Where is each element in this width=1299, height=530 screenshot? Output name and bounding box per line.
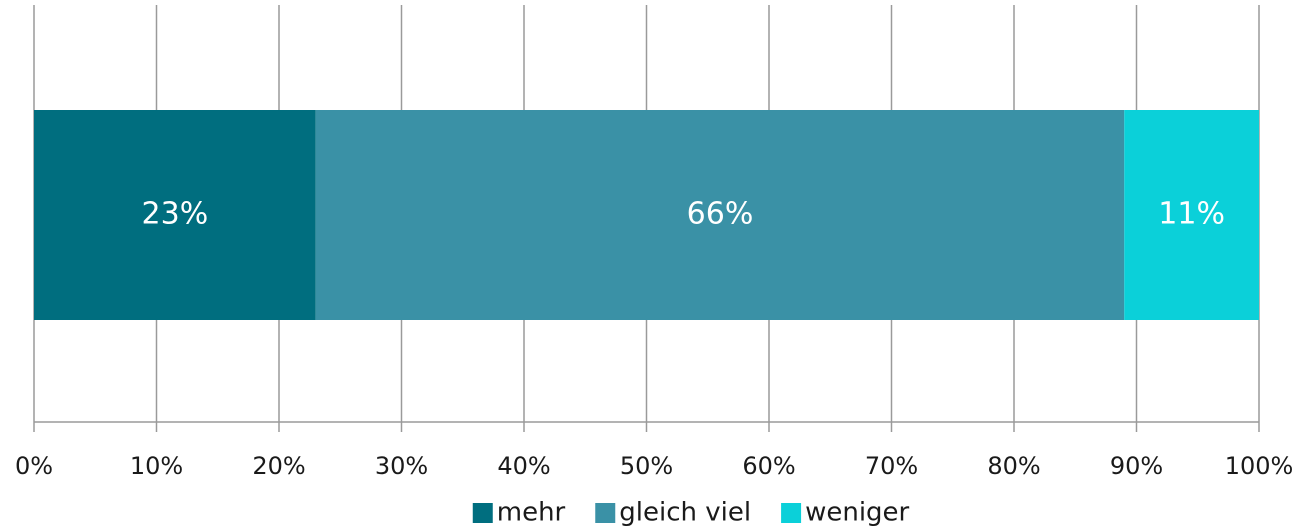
x-tick-label: 20% [252,452,305,480]
bar-segment [315,110,1125,320]
legend-label: weniger [805,498,909,528]
x-tick-label: 10% [130,452,183,480]
x-tick-label: 30% [375,452,428,480]
x-tick-label: 0% [15,452,53,480]
legend-label: gleich viel [619,498,751,528]
legend-swatch [472,503,493,523]
bar-segment [34,110,316,320]
x-tick-label: 50% [620,452,673,480]
legend-label: mehr [497,498,566,528]
x-tick-label: 70% [865,452,918,480]
legend-swatch [595,503,616,523]
x-tick-label: 40% [497,452,550,480]
data-label: 23% [142,197,209,232]
bar-segment [1124,110,1259,320]
data-label: 66% [687,197,754,232]
x-tick-label: 80% [987,452,1040,480]
x-tick-label: 60% [742,452,795,480]
x-tick-label: 90% [1110,452,1163,480]
x-tick-label: 100% [1225,452,1294,480]
data-label: 11% [1158,197,1225,232]
legend-swatch [781,503,802,523]
